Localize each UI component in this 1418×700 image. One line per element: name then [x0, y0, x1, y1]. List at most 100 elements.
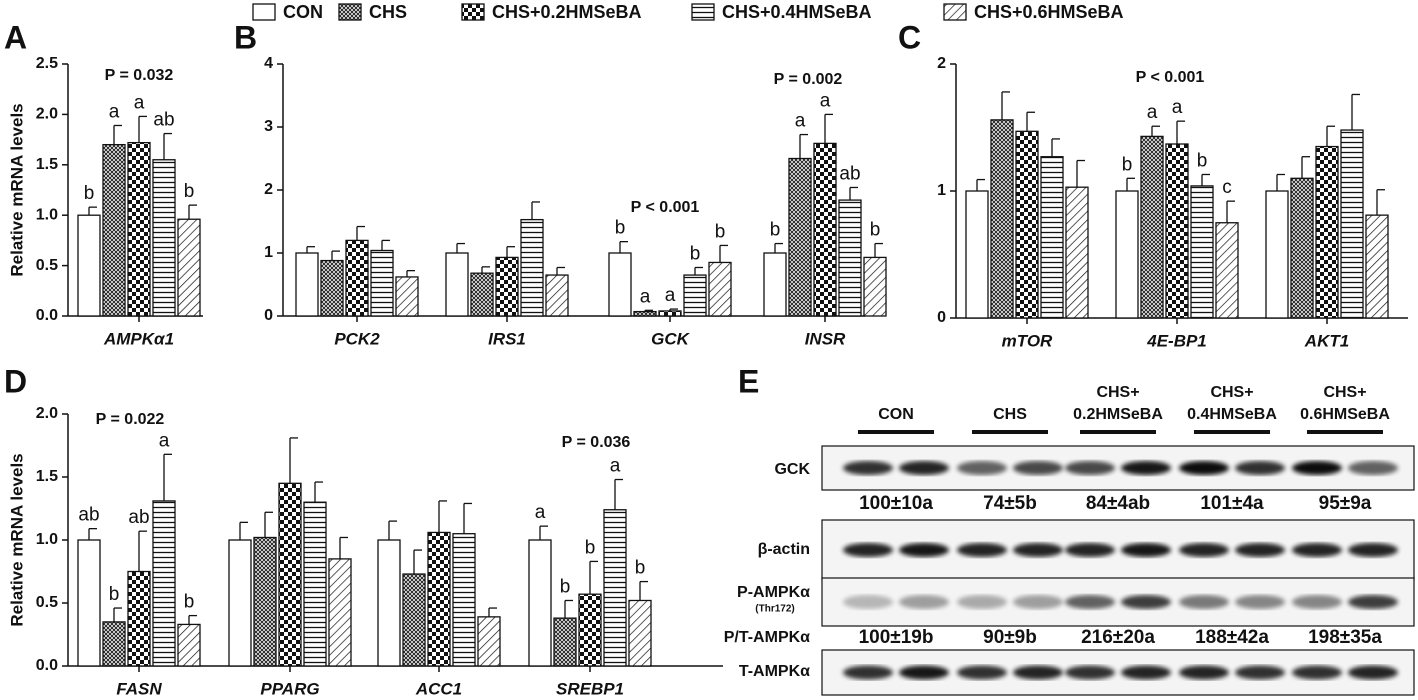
bar — [1065, 186, 1089, 319]
blot-band — [1065, 665, 1115, 680]
ratio-label: P/T-AMPKα — [724, 629, 810, 646]
bar — [1040, 156, 1064, 319]
bar — [965, 190, 989, 319]
bar — [320, 259, 344, 317]
significance-letter: b — [870, 220, 881, 241]
x-tick-label: GCK — [651, 329, 691, 348]
bar — [445, 252, 469, 317]
x-tick-label: FASN — [116, 679, 162, 698]
blot-band — [1348, 461, 1398, 475]
lane-group-label: 0.4HMSeBA — [1187, 406, 1277, 423]
legend-swatch — [252, 3, 276, 21]
significance-letter: b — [1197, 151, 1208, 172]
blot-row-label: T-AMPKα — [739, 663, 810, 680]
blot-band — [1179, 595, 1229, 609]
y-tick-label: 0.0 — [36, 307, 58, 324]
blot-band — [843, 461, 893, 475]
blot-band — [1348, 595, 1398, 609]
y-tick-label: 4 — [264, 55, 273, 72]
bar — [788, 157, 812, 317]
bar — [345, 239, 369, 317]
y-tick-label: 3 — [264, 118, 273, 135]
ratio-quant: 198±35a — [1308, 627, 1382, 648]
legend-swatch — [691, 3, 715, 21]
panel-letter: B — [234, 19, 257, 55]
bar — [863, 256, 887, 317]
blot-band — [1292, 543, 1342, 557]
y-tick-label: 1.5 — [36, 156, 58, 173]
bar — [470, 272, 494, 317]
bar — [1365, 214, 1389, 319]
significance-letter: ab — [128, 507, 149, 528]
bar — [177, 623, 201, 667]
y-tick-label: 0 — [937, 309, 946, 326]
blot-band — [1121, 665, 1171, 680]
blot-band — [899, 543, 949, 557]
p-value: P < 0.001 — [631, 199, 700, 216]
blot-band — [1348, 543, 1398, 557]
ratio-quant: 100±19b — [859, 627, 934, 648]
lane-group-label: CON — [878, 406, 914, 423]
blot-band — [957, 543, 1007, 557]
y-axis-label: Relative mRNA levels — [7, 453, 26, 626]
bar — [1265, 190, 1289, 319]
y-tick-label: 2 — [264, 181, 273, 198]
y-axis-label: Relative mRNA levels — [7, 103, 26, 276]
lane-group-label: CHS — [993, 406, 1027, 423]
y-tick-label: 1 — [264, 244, 273, 261]
x-tick-label: IRS1 — [488, 329, 526, 348]
y-tick-label: 1.5 — [36, 468, 58, 485]
x-tick-label: mTOR — [1002, 331, 1053, 350]
significance-letter: a — [1172, 97, 1183, 118]
bar — [1140, 135, 1164, 319]
blot-band — [1235, 543, 1285, 557]
blot-band — [1121, 595, 1171, 609]
bar — [152, 500, 176, 667]
bar — [1165, 143, 1189, 319]
blot-band — [1348, 665, 1398, 680]
panel-letter: C — [898, 19, 921, 55]
bar — [553, 617, 577, 667]
panel-letter: A — [4, 19, 27, 55]
lane-group-label: CHS+ — [1323, 384, 1366, 401]
x-tick-label: SREBP1 — [556, 679, 624, 698]
bar — [127, 570, 151, 667]
x-tick-label: INSR — [805, 329, 846, 348]
blot-band — [843, 595, 893, 609]
bar — [608, 252, 632, 317]
gck-quant: 84±4ab — [1086, 493, 1150, 514]
bar — [683, 274, 707, 317]
lane-group-label: CHS+ — [1210, 384, 1253, 401]
bar — [77, 539, 101, 667]
significance-letter: b — [1122, 154, 1133, 175]
x-tick-label: 4E-BP1 — [1146, 331, 1207, 350]
y-tick-label: 0.0 — [36, 657, 58, 674]
legend-label: CHS+0.4HMSeBA — [722, 2, 872, 22]
bar — [658, 310, 682, 317]
blot-band — [1235, 665, 1285, 680]
bar — [520, 218, 544, 317]
y-tick-label: 2.5 — [36, 55, 58, 72]
significance-letter: a — [134, 92, 145, 113]
significance-letter: b — [635, 558, 646, 579]
blot-band — [1235, 461, 1285, 475]
bar — [1015, 130, 1039, 319]
bar — [228, 539, 252, 667]
significance-letter: a — [665, 285, 676, 306]
blot-row-sublabel: (Thr172) — [755, 604, 794, 615]
bar — [495, 256, 519, 317]
lane-group-label: CHS+ — [1096, 384, 1139, 401]
bar — [1215, 222, 1239, 319]
blot-band — [1013, 665, 1063, 680]
gck-quant: 100±10a — [859, 493, 933, 514]
significance-letter: b — [715, 221, 726, 242]
bar — [628, 599, 652, 667]
legend-label: CHS — [369, 2, 407, 22]
blot-band — [1179, 543, 1229, 557]
bar — [402, 573, 426, 667]
bar — [528, 539, 552, 667]
p-value: P = 0.022 — [96, 411, 165, 428]
significance-letter: ab — [153, 110, 174, 131]
y-tick-label: 0 — [264, 307, 273, 324]
bar — [370, 249, 394, 317]
